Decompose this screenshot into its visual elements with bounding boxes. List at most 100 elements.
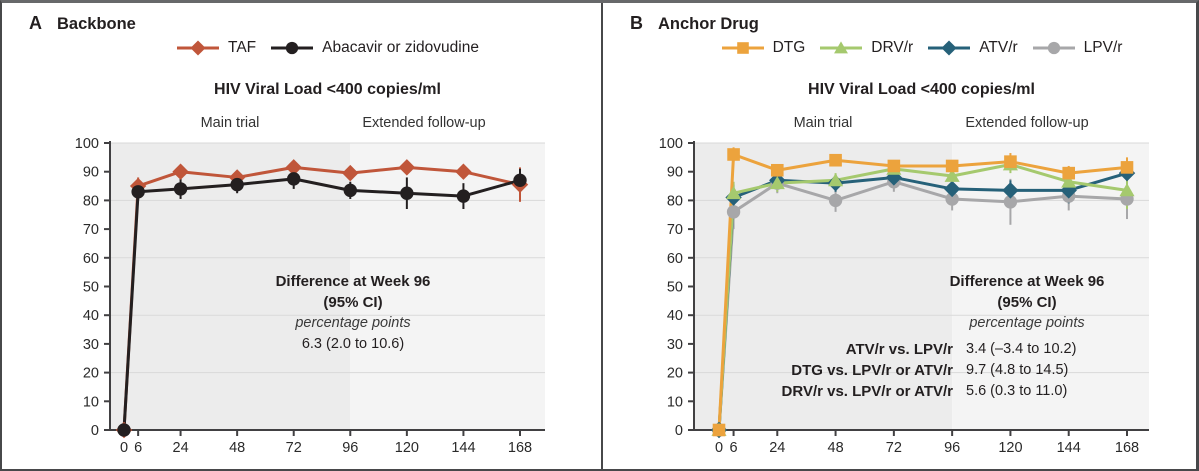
svg-text:80: 80	[667, 193, 683, 209]
legend-label: ATV/r	[979, 39, 1018, 56]
annotation-title-a: Difference at Week 96	[275, 273, 431, 290]
chart-title-a: HIV Viral Load <400 copies/ml	[214, 81, 441, 98]
legend-label: DTG	[772, 39, 806, 56]
panel-b-header: B Anchor Drug	[630, 13, 759, 34]
svg-text:0: 0	[120, 440, 128, 456]
legend-item-taf: TAF	[176, 39, 256, 57]
svg-text:30: 30	[667, 337, 683, 353]
svg-text:0: 0	[675, 423, 683, 439]
svg-text:144: 144	[451, 440, 475, 456]
legend-label: TAF	[228, 39, 257, 56]
svg-text:24: 24	[173, 440, 189, 456]
annotation-unit-b: percentage points	[969, 315, 1085, 331]
annotation-unit-a: percentage points	[295, 315, 411, 331]
svg-text:70: 70	[667, 222, 683, 238]
diamond-marker-icon	[177, 40, 220, 56]
region-label-main-trial-b: Main trial	[793, 115, 853, 131]
svg-text:120: 120	[395, 440, 419, 456]
annotation-row: 6.3 (2.0 to 10.6)	[301, 336, 405, 352]
annotation-rows-a: 6.3 (2.0 to 10.6)	[198, 336, 508, 352]
svg-text:48: 48	[828, 440, 844, 456]
legend-label: LPV/r	[1083, 39, 1123, 56]
panel-b-heading: Anchor Drug	[658, 15, 759, 33]
legend-label: DRV/r	[871, 39, 914, 56]
plot-background	[110, 143, 545, 430]
svg-text:100: 100	[659, 136, 683, 152]
legend-backbone: TAF Abacavir or zidovudine	[110, 39, 545, 57]
region-label-extended-b: Extended follow-up	[965, 115, 1089, 131]
svg-text:96: 96	[342, 440, 358, 456]
svg-text:90: 90	[83, 165, 99, 181]
panel-a-letter: A	[29, 13, 42, 33]
region-label-extended-a: Extended follow-up	[362, 115, 486, 131]
annotation-row-label: ATV/r vs. LPV/r	[845, 341, 953, 358]
svg-text:40: 40	[667, 308, 683, 324]
svg-text:168: 168	[508, 440, 532, 456]
region-label-main-trial-a: Main trial	[200, 115, 260, 131]
svg-text:30: 30	[83, 337, 99, 353]
annotation-row-value: 3.4 (–3.4 to 10.2)	[966, 341, 1077, 357]
legend-anchor-drug: DTG DRV/r ATV/r LPV/r	[694, 39, 1149, 57]
svg-text:50: 50	[83, 280, 99, 296]
annotation-rows-b: ATV/r vs. LPV/r 3.4 (–3.4 to 10.2) DTG vs.…	[661, 339, 1131, 402]
legend-label: Abacavir or zidovudine	[322, 39, 479, 56]
svg-text:0: 0	[91, 423, 99, 439]
annotation-row-label: DRV/r vs. LPV/r or ATV/r	[781, 383, 953, 400]
legend-item-atv-r: ATV/r	[927, 39, 1018, 57]
annotation-row: ATV/r vs. LPV/r 3.4 (–3.4 to 10.2)	[661, 339, 1131, 360]
triangle-marker-icon	[820, 41, 863, 54]
svg-text:50: 50	[667, 280, 683, 296]
svg-text:96: 96	[944, 440, 960, 456]
annotation-backbone: Difference at Week 96 (95% CI) percentag…	[198, 271, 508, 352]
panel-divider	[601, 3, 603, 469]
svg-text:100: 100	[75, 136, 99, 152]
square-marker-icon	[721, 42, 764, 54]
svg-text:0: 0	[715, 440, 723, 456]
panel-backbone: A Backbone TAF Abacavir or zidovudine HIV …	[2, 3, 601, 469]
panel-a-heading: Backbone	[57, 15, 136, 33]
svg-text:6: 6	[134, 440, 142, 456]
annotation-title-b: Difference at Week 96	[949, 273, 1105, 290]
legend-item-dtg: DTG	[721, 39, 806, 57]
svg-text:10: 10	[667, 394, 683, 410]
circle-marker-icon	[1032, 41, 1075, 55]
svg-text:48: 48	[229, 440, 245, 456]
svg-text:80: 80	[83, 193, 99, 209]
panel-a-header: A Backbone	[29, 13, 136, 34]
gridlines	[110, 142, 545, 374]
svg-text:70: 70	[83, 222, 99, 238]
svg-text:6: 6	[730, 440, 738, 456]
annotation-row: DRV/r vs. LPV/r or ATV/r 5.6 (0.3 to 11.0…	[661, 381, 1131, 402]
svg-text:40: 40	[83, 308, 99, 324]
svg-text:168: 168	[1115, 440, 1139, 456]
legend-item-abacavir-or-zidovudine: Abacavir or zidovudine	[270, 39, 479, 57]
circle-marker-icon	[271, 41, 314, 55]
svg-text:10: 10	[83, 394, 99, 410]
annotation-anchor-drug-header: Difference at Week 96 (95% CI) percentag…	[887, 271, 1167, 334]
panel-anchor-drug: B Anchor Drug DTG DRV/r ATV/r LPV/r HIV Vira…	[603, 3, 1196, 469]
series-markers-abacavir-or-zidovudine	[117, 172, 527, 437]
series-markers-dtg	[712, 148, 1134, 437]
svg-text:90: 90	[667, 165, 683, 181]
svg-text:60: 60	[83, 251, 99, 267]
svg-text:20: 20	[667, 366, 683, 382]
svg-text:120: 120	[998, 440, 1022, 456]
svg-text:24: 24	[769, 440, 785, 456]
chart-title-b: HIV Viral Load <400 copies/ml	[808, 81, 1035, 98]
annotation-subtitle-a: (95% CI)	[323, 294, 383, 311]
annotation-row-value: 9.7 (4.8 to 14.5)	[966, 362, 1069, 378]
annotation-subtitle-b: (95% CI)	[997, 294, 1057, 311]
svg-text:144: 144	[1057, 440, 1081, 456]
diamond-marker-icon	[928, 40, 971, 56]
panel-b-letter: B	[630, 13, 643, 33]
svg-text:60: 60	[667, 251, 683, 267]
legend-item-drv-r: DRV/r	[819, 39, 913, 57]
legend-item-lpv-r: LPV/r	[1032, 39, 1123, 57]
annotation-row-value: 5.6 (0.3 to 11.0)	[966, 383, 1068, 399]
svg-text:72: 72	[886, 440, 902, 456]
